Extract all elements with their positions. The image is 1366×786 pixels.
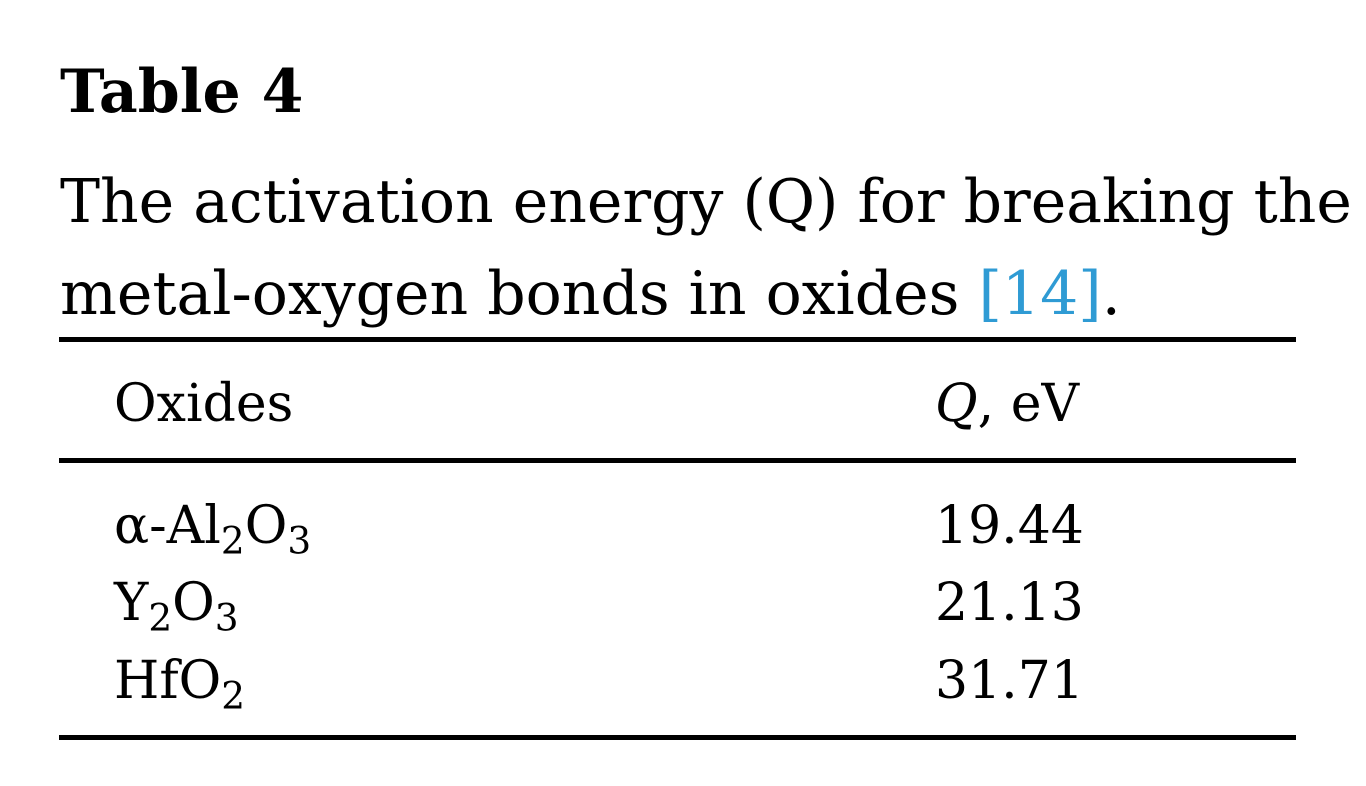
q-unit: , eV bbox=[977, 374, 1080, 434]
table-label: Table 4 bbox=[60, 57, 304, 127]
q-value-cell: 19.44 bbox=[935, 496, 1084, 556]
formula-text: HfO bbox=[114, 651, 222, 711]
reference-link[interactable]: [14] bbox=[978, 259, 1102, 329]
caption-line-2: metal-oxygen bonds in oxides [14]. bbox=[60, 248, 1340, 340]
oxide-cell: α-Al2O3 bbox=[114, 500, 311, 559]
table-caption: The activation energy (Q) for breaking t… bbox=[60, 156, 1352, 340]
q-value-cell: 21.13 bbox=[935, 573, 1084, 633]
q-symbol: Q bbox=[935, 374, 978, 434]
column-header-oxides: Oxides bbox=[114, 374, 294, 434]
formula-text: α-Al bbox=[114, 496, 221, 556]
formula-subscript: 2 bbox=[148, 595, 173, 640]
bottom-rule bbox=[59, 735, 1296, 740]
formula-text: O bbox=[172, 573, 215, 633]
formula-text: Y bbox=[114, 573, 149, 633]
oxide-cell: HfO2 bbox=[114, 655, 245, 714]
header-rule bbox=[59, 458, 1296, 463]
caption-line-2-text: metal-oxygen bonds in oxides bbox=[60, 259, 979, 329]
formula-subscript: 2 bbox=[221, 673, 246, 718]
formula-subscript: 2 bbox=[220, 518, 245, 563]
caption-period: . bbox=[1101, 259, 1121, 329]
column-header-q: Q, eV bbox=[935, 378, 1079, 430]
q-value-cell: 31.71 bbox=[935, 651, 1084, 711]
caption-line-1: The activation energy (Q) for breaking t… bbox=[60, 167, 1352, 237]
formula-subscript: 3 bbox=[287, 518, 312, 563]
formula-text: O bbox=[244, 496, 288, 556]
formula-subscript: 3 bbox=[214, 595, 239, 640]
top-rule bbox=[59, 337, 1296, 342]
oxide-cell: Y2O3 bbox=[114, 577, 239, 636]
